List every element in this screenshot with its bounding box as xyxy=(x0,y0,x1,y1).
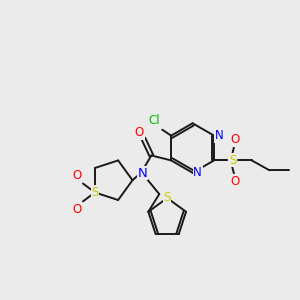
Text: S: S xyxy=(164,190,171,204)
Text: N: N xyxy=(137,167,147,180)
Text: O: O xyxy=(72,169,82,182)
Text: N: N xyxy=(193,166,202,179)
Text: O: O xyxy=(72,203,82,216)
Text: S: S xyxy=(229,154,237,167)
Text: S: S xyxy=(91,186,99,199)
Text: N: N xyxy=(214,129,224,142)
Text: O: O xyxy=(230,133,239,146)
Text: Cl: Cl xyxy=(148,114,160,127)
Text: O: O xyxy=(230,175,239,188)
Text: O: O xyxy=(135,126,144,139)
